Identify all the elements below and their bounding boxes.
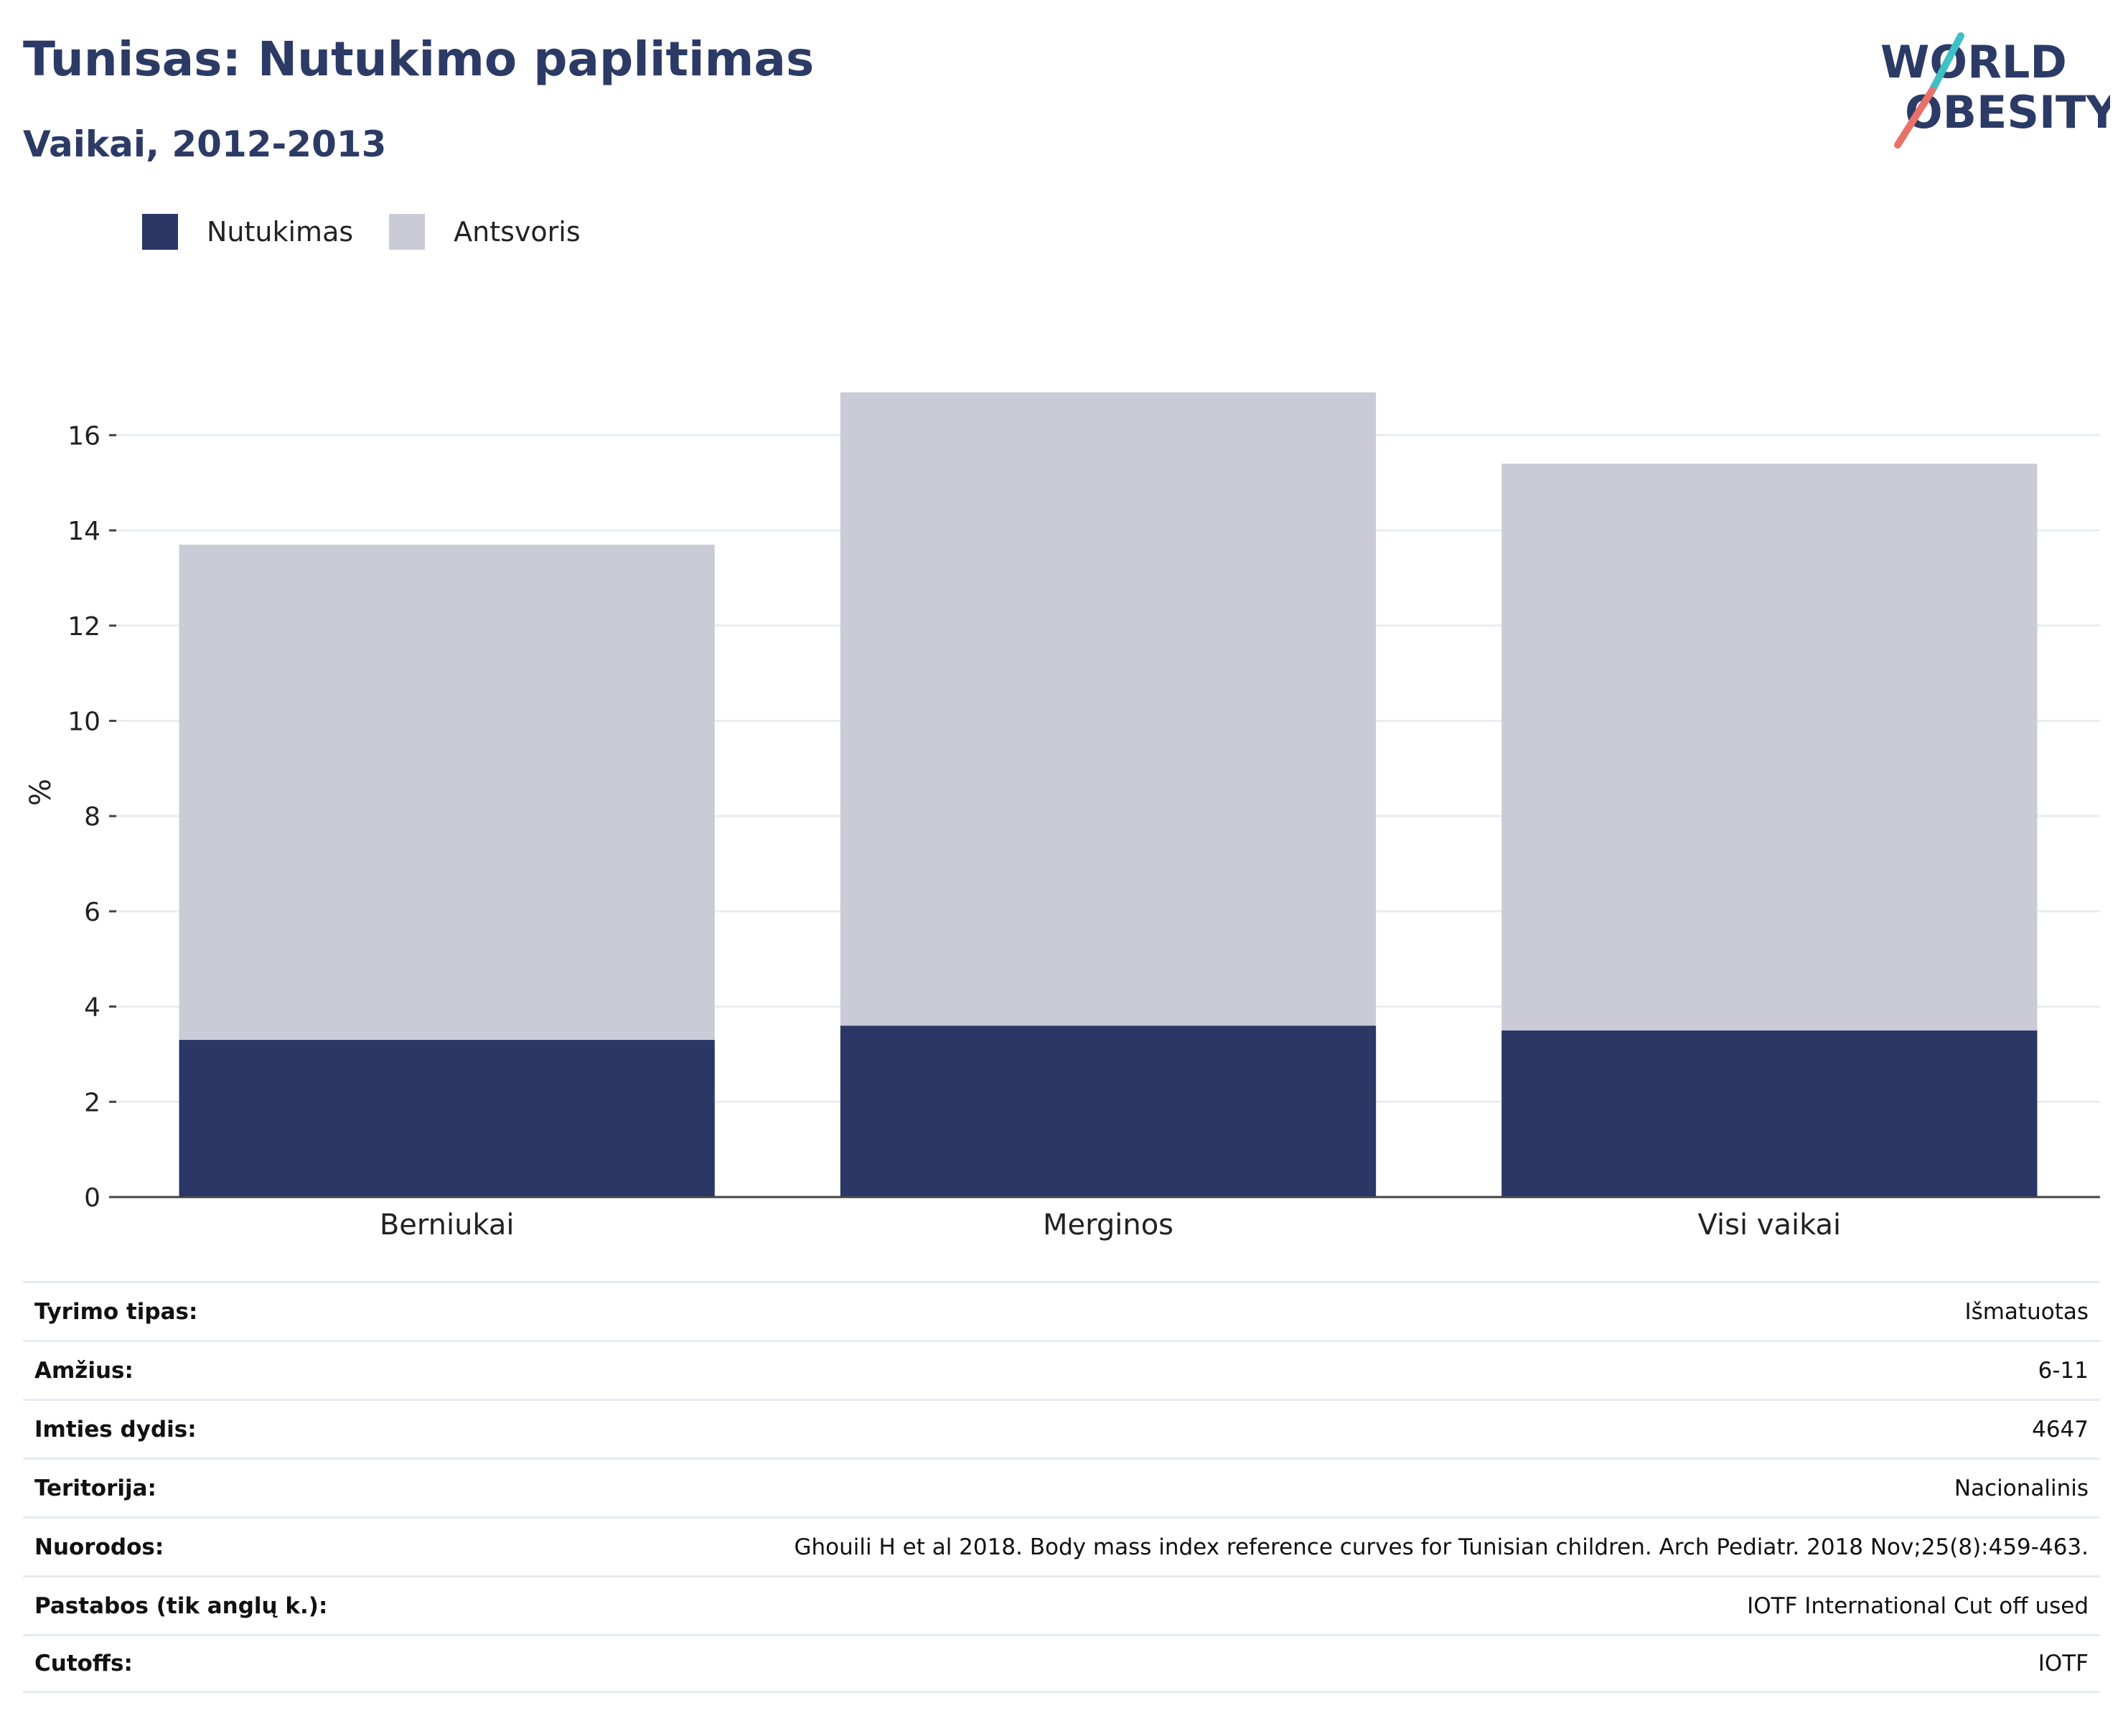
x-tick-label: Merginos (1043, 1209, 1173, 1242)
info-label: Imties dydis: (34, 1416, 197, 1442)
info-label: Tyrimo tipas: (34, 1298, 198, 1325)
y-tick-label: 12 (67, 612, 100, 642)
y-tick-label: 2 (84, 1088, 100, 1117)
logo-slash-red (1894, 87, 1936, 149)
bar-overweight (840, 392, 1377, 1026)
info-value: 6-11 (2038, 1357, 2089, 1384)
info-row: Cutoffs: IOTF (23, 1634, 2100, 1693)
page-title: Tunisas: Nutukimo paplitimas (23, 32, 815, 87)
bar-obesity (840, 1026, 1377, 1197)
info-row: Nuorodos: Ghouili H et al 2018. Body mass… (23, 1516, 2100, 1575)
info-value: IOTF International Cut off used (1747, 1592, 2089, 1619)
stacked-bar-chart: 0 2 4 6 8 10 12 14 16% Berniukai Merginos Visi vaik… (24, 392, 2100, 1242)
legend-label-obesity: Nutukimas (207, 216, 354, 248)
info-label: Cutoffs: (34, 1651, 133, 1676)
legend-swatch-obesity (142, 214, 178, 250)
logo-line2: OBESITY (1905, 86, 2110, 139)
legend-item-overweight[interactable]: Antsvoris (389, 214, 581, 250)
x-tick-label: Visi vaikai (1698, 1209, 1842, 1242)
bar-obesity (1501, 1030, 2038, 1197)
y-tick-label: 10 (67, 707, 100, 736)
y-tick-label: 8 (84, 802, 100, 832)
y-tick-label: 6 (84, 898, 100, 927)
x-tick-label: Berniukai (380, 1209, 515, 1242)
info-row: Pastabos (tik anglų k.): IOTF Internation… (23, 1575, 2100, 1634)
info-value: 4647 (2032, 1416, 2089, 1442)
y-tick-label: 4 (84, 993, 100, 1023)
legend-item-obesity[interactable]: Nutukimas (142, 214, 353, 250)
y-tick-label: 0 (84, 1183, 100, 1213)
info-label: Teritorija: (34, 1475, 156, 1501)
page-subtitle: Vaikai, 2012-2013 (23, 123, 387, 165)
logo-line1: WORLD (1880, 36, 2067, 88)
info-row: Amžius: 6-11 (23, 1340, 2100, 1399)
info-row: Imties dydis: 4647 (23, 1399, 2100, 1458)
legend-swatch-overweight (389, 214, 426, 250)
info-row: Teritorija: Nacionalinis (23, 1458, 2100, 1516)
y-tick-label: 14 (67, 517, 100, 546)
info-label: Nuorodos: (34, 1534, 164, 1560)
world-obesity-logo: WORLD OBESITY (1880, 32, 2110, 149)
info-value: IOTF (2038, 1651, 2089, 1676)
info-value: Nacionalinis (1954, 1475, 2089, 1501)
bar-obesity (179, 1040, 715, 1197)
info-value: Išmatuotas (1964, 1298, 2089, 1325)
info-label: Pastabos (tik anglų k.): (34, 1592, 328, 1619)
info-table: Tyrimo tipas: Išmatuotas Amžius: 6-11 Imties… (23, 1281, 2100, 1693)
info-label: Amžius: (34, 1357, 133, 1384)
logo-slash-teal (1928, 32, 1964, 94)
info-row: Tyrimo tipas: Išmatuotas (23, 1281, 2100, 1340)
y-tick-label: 16 (67, 421, 100, 451)
info-value: Ghouili H et al 2018. Body mass index re… (794, 1534, 2089, 1560)
y-axis-label: % (24, 779, 57, 806)
bar-overweight (179, 544, 715, 1041)
bar-overweight (1501, 464, 2038, 1031)
legend-label-overweight: Antsvoris (454, 216, 581, 248)
chart-legend: Nutukimas Antsvoris (142, 214, 617, 250)
